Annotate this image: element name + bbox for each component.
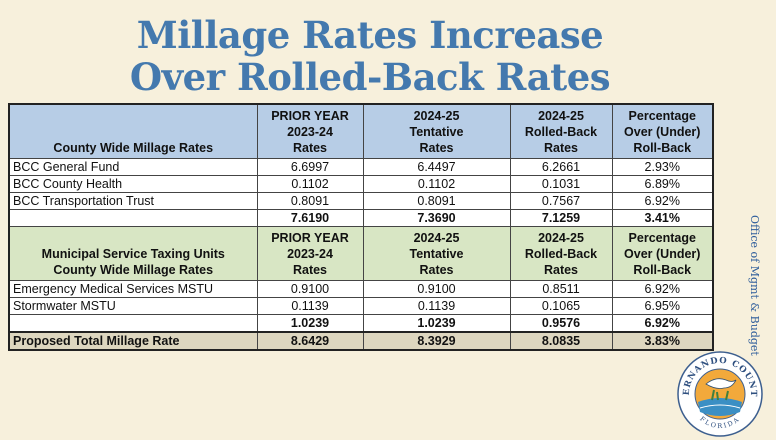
cell-prior: 7.6190 (256, 209, 364, 227)
cell-rolled: 0.9576 (509, 314, 613, 333)
table-row: Emergency Medical Services MSTU 0.9100 0… (8, 280, 714, 298)
cell-tentative: 7.3690 (362, 209, 511, 227)
cell-pct: 6.89% (611, 175, 714, 193)
row-name (8, 314, 258, 333)
cell-rolled: 0.8511 (509, 280, 613, 298)
cell-pct: 3.83% (611, 331, 714, 351)
cell-rolled: 0.1031 (509, 175, 613, 193)
cell-prior: 0.9100 (256, 280, 364, 298)
msu-header-label: Municipal Service Taxing Units County Wid… (8, 226, 258, 281)
table-row: BCC County Health 0.1102 0.1102 0.1031 6… (8, 175, 714, 193)
cell-tentative: 0.1139 (362, 297, 511, 315)
table-row: BCC Transportation Trust 0.8091 0.8091 0… (8, 192, 714, 210)
cell-pct: 6.92% (611, 192, 714, 210)
row-name: BCC General Fund (8, 158, 258, 176)
page-title: Millage Rates Increase Over Rolled-Back … (0, 14, 740, 98)
row-name: BCC County Health (8, 175, 258, 193)
col-rolled-header: 2024-25 Rolled-Back Rates (509, 103, 613, 159)
cell-rolled: 7.1259 (509, 209, 613, 227)
row-name: Proposed Total Millage Rate (8, 331, 258, 351)
col-tentative-header: 2024-25 Tentative Rates (362, 226, 511, 281)
col-prior-header: PRIOR YEAR 2023-24 Rates (256, 226, 364, 281)
title-line-2: Over Rolled-Back Rates (129, 55, 611, 99)
office-label: Office of Mgmt & Budget (748, 215, 761, 356)
cell-pct: 6.95% (611, 297, 714, 315)
msu-subtotal-row: 1.0239 1.0239 0.9576 6.92% (8, 314, 714, 333)
cell-rolled: 6.2661 (509, 158, 613, 176)
cell-prior: 8.6429 (256, 331, 364, 351)
millage-rates-table: County Wide Millage Rates PRIOR YEAR 2023… (8, 103, 714, 351)
cell-rolled: 0.7567 (509, 192, 613, 210)
cell-prior: 6.6997 (256, 158, 364, 176)
county-header-row: County Wide Millage Rates PRIOR YEAR 2023… (8, 103, 714, 159)
cell-tentative: 1.0239 (362, 314, 511, 333)
cell-tentative: 0.1102 (362, 175, 511, 193)
cell-pct: 3.41% (611, 209, 714, 227)
cell-pct: 6.92% (611, 280, 714, 298)
county-subtotal-row: 7.6190 7.3690 7.1259 3.41% (8, 209, 714, 227)
row-name: Stormwater MSTU (8, 297, 258, 315)
col-prior-header: PRIOR YEAR 2023-24 Rates (256, 103, 364, 159)
cell-rolled: 0.1065 (509, 297, 613, 315)
cell-tentative: 0.8091 (362, 192, 511, 210)
title-line-1: Millage Rates Increase (136, 13, 604, 57)
cell-tentative: 0.9100 (362, 280, 511, 298)
row-name: Emergency Medical Services MSTU (8, 280, 258, 298)
row-name (8, 209, 258, 227)
cell-rolled: 8.0835 (509, 331, 613, 351)
cell-pct: 6.92% (611, 314, 714, 333)
cell-pct: 2.93% (611, 158, 714, 176)
cell-prior: 0.1102 (256, 175, 364, 193)
table-row: Stormwater MSTU 0.1139 0.1139 0.1065 6.9… (8, 297, 714, 315)
table-row: BCC General Fund 6.6997 6.4497 6.2661 2.… (8, 158, 714, 176)
col-rolled-header: 2024-25 Rolled-Back Rates (509, 226, 613, 281)
col-pct-header: Percentage Over (Under) Roll-Back (611, 103, 714, 159)
county-seal-logo: HERNANDO COUNTY FLORIDA (676, 350, 763, 437)
cell-prior: 0.8091 (256, 192, 364, 210)
cell-tentative: 6.4497 (362, 158, 511, 176)
county-header-label: County Wide Millage Rates (8, 103, 258, 159)
cell-prior: 0.1139 (256, 297, 364, 315)
col-tentative-header: 2024-25 Tentative Rates (362, 103, 511, 159)
row-name: BCC Transportation Trust (8, 192, 258, 210)
cell-tentative: 8.3929 (362, 331, 511, 351)
msu-header-row: Municipal Service Taxing Units County Wid… (8, 226, 714, 281)
total-row: Proposed Total Millage Rate 8.6429 8.392… (8, 331, 714, 351)
col-pct-header: Percentage Over (Under) Roll-Back (611, 226, 714, 281)
cell-prior: 1.0239 (256, 314, 364, 333)
